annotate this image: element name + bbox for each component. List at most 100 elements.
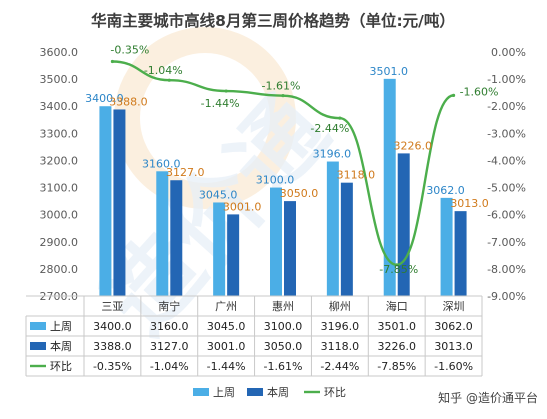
x-category-label: 柳州 — [329, 299, 351, 313]
bar-this-week — [454, 211, 467, 296]
legend-label: 本周 — [267, 385, 289, 399]
data-label-mom: -1.60% — [460, 85, 499, 98]
legend-swatch — [193, 388, 209, 396]
bar-this-week — [170, 180, 183, 296]
data-label-last-week: 3160.0 — [142, 157, 181, 170]
table-cell: 3501.0 — [377, 320, 416, 333]
line-series — [110, 59, 456, 267]
table-cell: 3196.0 — [321, 320, 360, 333]
table-cell: 3400.0 — [93, 320, 132, 333]
x-category-label: 广州 — [215, 300, 237, 313]
data-label-mom: -1.04% — [144, 64, 183, 77]
chart-title: 华南主要城市高线8月第三周价格趋势（单位:元/吨） — [91, 11, 455, 30]
x-category-label: 深圳 — [443, 300, 465, 313]
table-cell: -7.85% — [377, 360, 416, 373]
data-label-this-week: 3226.0 — [393, 139, 432, 152]
legend: 上周 本周 环比 — [193, 385, 346, 399]
bar-last-week — [326, 161, 339, 296]
data-label-mom: -0.35% — [110, 43, 149, 56]
table-cell: 3050.0 — [264, 340, 303, 353]
y-left-tick: 3400.0 — [40, 100, 79, 113]
table-cell: 3127.0 — [150, 340, 189, 353]
line-point — [224, 89, 228, 93]
data-label-mom: -1.44% — [201, 97, 240, 110]
y-right-tick: -8.00% — [487, 263, 526, 276]
y-left-tick: 3200.0 — [40, 154, 79, 167]
data-label-last-week: 3062.0 — [426, 184, 465, 197]
legend-label: 环比 — [324, 386, 346, 399]
table-cell: -2.44% — [320, 360, 359, 373]
legend-label: 上周 — [213, 386, 235, 399]
bar-last-week — [156, 171, 169, 296]
table-swatch — [30, 322, 46, 330]
y-right-tick: 0.00% — [491, 46, 526, 59]
bar-last-week — [440, 197, 453, 296]
table-cell: 3013.0 — [434, 340, 473, 353]
y-right-tick: -1.00% — [487, 73, 526, 86]
table-cell: 3160.0 — [150, 320, 189, 333]
y-left-tick: 3300.0 — [40, 127, 79, 140]
data-label-this-week: 3001.0 — [223, 200, 262, 213]
data-label-mom: -7.85% — [379, 263, 418, 276]
table-row-header: 上周 — [50, 320, 72, 333]
y-left-tick: 3500.0 — [40, 73, 79, 86]
bar-this-week — [397, 153, 410, 296]
data-label-this-week: 3013.0 — [450, 197, 489, 210]
data-label-this-week: 3118.0 — [337, 169, 376, 182]
data-label-this-week: 3050.0 — [280, 187, 319, 200]
bars — [99, 78, 467, 296]
y-right-tick: -3.00% — [487, 127, 526, 140]
source-credit: 知乎 @造价通平台 — [438, 390, 538, 405]
line-point — [281, 94, 285, 98]
y-right-tick: -7.00% — [487, 236, 526, 249]
x-category-label: 惠州 — [272, 299, 294, 313]
line-mom — [112, 60, 454, 267]
table-cell: 3226.0 — [377, 340, 416, 353]
y-left-tick: 3600.0 — [40, 46, 79, 59]
line-point — [338, 116, 342, 120]
bar-last-week — [383, 78, 396, 296]
table-cell: -0.35% — [93, 360, 132, 373]
y-left-tick: 2800.0 — [40, 263, 79, 276]
bar-this-week — [284, 201, 296, 296]
table-cell: 3118.0 — [321, 340, 360, 353]
line-point — [395, 263, 399, 267]
bar-this-week — [340, 182, 353, 296]
data-label-this-week: 3388.0 — [109, 95, 148, 108]
bar-this-week — [227, 214, 240, 296]
bar-last-week — [213, 202, 226, 296]
data-labels: 3400.0 3160.0 3045.0 3100.0 3196.0 3501.0 3062… — [85, 43, 498, 275]
y-right-tick: -6.00% — [487, 209, 526, 222]
y-right-tick: -4.00% — [487, 154, 526, 167]
table-row-header: 本周 — [50, 339, 72, 353]
legend-swatch — [247, 388, 263, 396]
table-cell: -1.61% — [264, 360, 303, 373]
data-label-mom: -1.61% — [262, 80, 301, 93]
line-point — [167, 78, 171, 82]
y-right-tick: -9.00% — [487, 290, 526, 303]
x-category-label: 南宁 — [158, 299, 180, 313]
y-left-tick: 3100.0 — [40, 182, 79, 195]
x-category-label: 海口 — [386, 299, 408, 313]
table-cell: -1.04% — [150, 360, 189, 373]
data-label-last-week: 3501.0 — [369, 65, 408, 78]
y-left-tick: 2900.0 — [40, 236, 79, 249]
bar-last-week — [99, 106, 112, 296]
table-swatch — [30, 342, 46, 350]
x-category-label: 三亚 — [101, 300, 123, 313]
line-point — [451, 93, 456, 97]
table-cell: 3100.0 — [264, 320, 303, 333]
table-cell: 3062.0 — [434, 320, 473, 333]
table-cell: -1.60% — [434, 360, 473, 373]
data-label-this-week: 3127.0 — [166, 166, 205, 179]
data-label-last-week: 3400.0 — [85, 92, 124, 105]
bar-this-week — [113, 109, 126, 296]
data-label-last-week: 3100.0 — [256, 174, 295, 187]
data-label-last-week: 3196.0 — [313, 148, 352, 161]
y-right-tick: -2.00% — [487, 100, 526, 113]
table-row-header: 环比 — [50, 360, 72, 373]
watermark-ring — [114, 27, 296, 209]
